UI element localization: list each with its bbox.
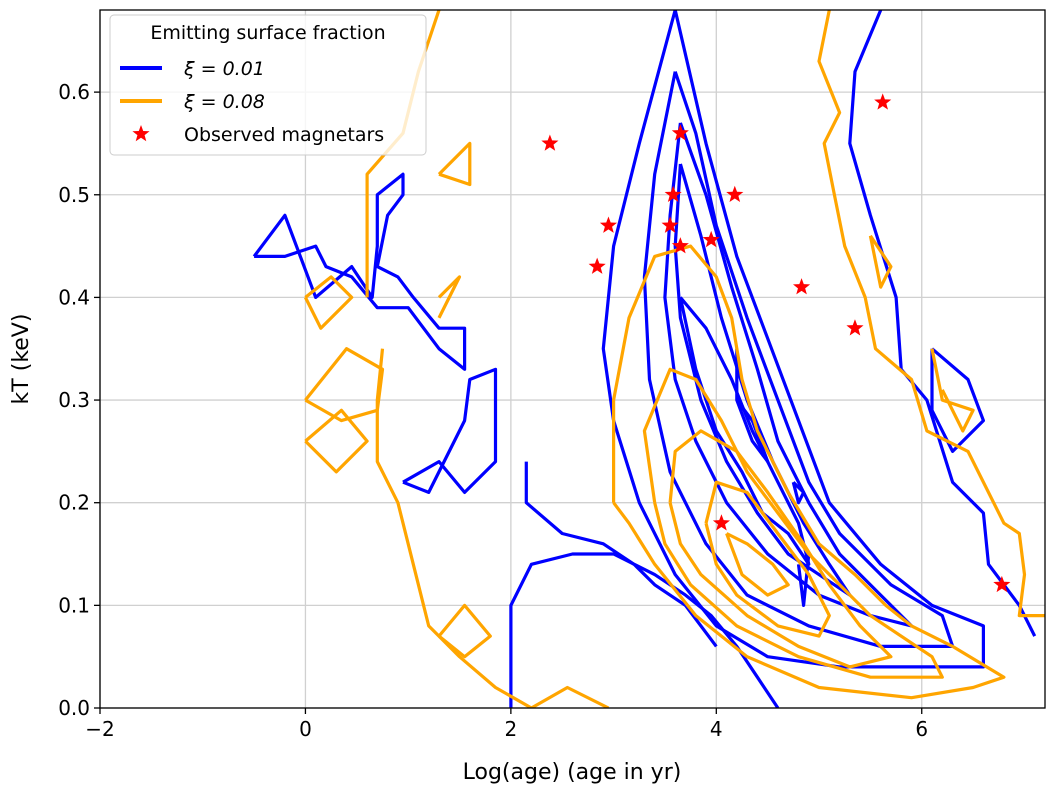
contour-line <box>437 275 462 319</box>
x-tick-label: 6 <box>915 717 928 741</box>
contour-line <box>402 367 498 494</box>
y-tick-label: 0.2 <box>58 491 90 515</box>
magnetar-point <box>664 185 682 203</box>
y-tick-label: 0.0 <box>58 696 90 720</box>
magnetar-point <box>702 230 720 248</box>
magnetar-point <box>588 257 606 274</box>
magnetar-point <box>541 134 559 151</box>
legend-label-magnetars: Observed magnetars <box>184 124 384 146</box>
contour-line <box>791 481 806 505</box>
x-tick-label: 4 <box>710 717 723 741</box>
magnetar-point <box>793 278 811 295</box>
marker-layer <box>541 93 1011 593</box>
magnetar-point <box>671 237 689 254</box>
magnetar-point <box>846 319 864 336</box>
contour-line <box>735 348 770 464</box>
x-tick-label: 0 <box>299 717 312 741</box>
y-axis: 0.0 0.1 0.2 0.3 0.4 0.5 0.6 <box>58 80 100 720</box>
contour-line <box>304 408 369 474</box>
contour-line <box>252 172 467 371</box>
contour-line <box>668 429 893 669</box>
y-tick-label: 0.3 <box>58 388 90 412</box>
legend-box <box>109 14 427 156</box>
contour-line <box>509 552 780 708</box>
contour-layer <box>252 10 1045 708</box>
contour-line <box>725 532 790 597</box>
contour-line <box>612 244 1006 700</box>
magnetar-point <box>993 575 1011 593</box>
magnetar-point <box>712 514 730 531</box>
legend: Emitting surface fraction ξ = 0.01 ξ = 0… <box>109 14 427 156</box>
contour-line <box>437 141 472 187</box>
contour-line <box>375 348 610 708</box>
contour-line <box>303 275 354 330</box>
contour-line <box>673 163 852 597</box>
legend-label-xi-008: ξ = 0.08 <box>183 91 265 113</box>
contour-line <box>642 367 944 679</box>
contour-line <box>524 461 718 648</box>
contour-line <box>817 10 1045 618</box>
contour-line <box>930 347 985 453</box>
y-tick-label: 0.5 <box>58 183 90 207</box>
grid <box>99 10 1045 709</box>
magnetar-point <box>671 124 689 141</box>
x-axis-label: Log(age) (age in yr) <box>463 760 682 785</box>
contour-line <box>868 234 893 289</box>
magnetar-point <box>599 216 618 233</box>
y-tick-label: 0.4 <box>58 285 90 309</box>
legend-star-marker <box>132 125 150 142</box>
magnetar-point <box>874 93 892 110</box>
y-tick-label: 0.1 <box>58 593 90 617</box>
plot-frame <box>99 9 1046 709</box>
contour-line <box>663 122 914 628</box>
contour-line <box>601 10 985 669</box>
y-axis-label: kT (keV) <box>9 314 34 405</box>
contour-line <box>437 603 492 659</box>
magnetar-point <box>726 185 744 203</box>
x-tick-label: −2 <box>85 717 114 741</box>
contour-line <box>704 480 831 638</box>
contour-line <box>930 348 975 433</box>
legend-label-xi-001: ξ = 0.01 <box>183 58 265 80</box>
y-tick-label: 0.6 <box>58 80 90 104</box>
legend-title: Emitting surface fraction <box>150 22 385 44</box>
x-tick-label: 2 <box>505 717 518 741</box>
magnetar-point <box>661 216 679 233</box>
x-axis: −2 0 2 4 6 <box>85 708 928 741</box>
